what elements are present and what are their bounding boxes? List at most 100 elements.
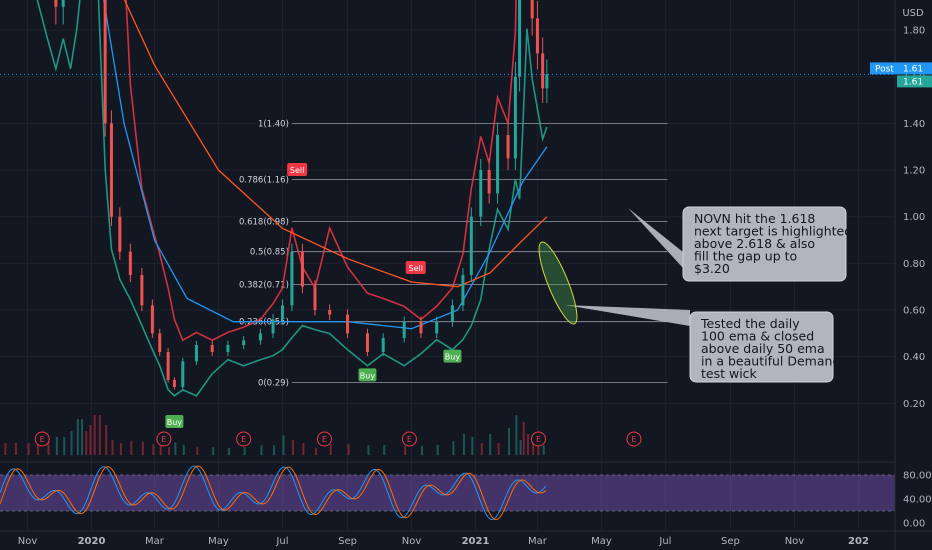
volume-bar	[291, 440, 294, 455]
volume-bar	[85, 431, 88, 455]
price-tick-17: 0.20	[903, 399, 925, 410]
supertrend-lower	[36, 0, 548, 397]
signal-badge-3	[165, 415, 184, 429]
candle-body	[280, 305, 284, 320]
volume-bar	[497, 443, 500, 455]
price-tick-13: 1.00	[903, 212, 925, 223]
price-tick-9: 1.80	[903, 26, 925, 37]
volume-bar	[471, 437, 474, 455]
price-tick-16: 0.40	[903, 352, 925, 363]
volume-bar	[282, 435, 285, 455]
annotation-line-0-2: above 2.618 & also	[694, 236, 815, 251]
fib-label-2: 1(1.40)	[258, 119, 289, 129]
time-tick-4: Jul	[275, 536, 288, 547]
candle-body	[461, 275, 465, 306]
time-tick-3: May	[208, 536, 229, 547]
earnings-icon-3	[316, 431, 332, 447]
volume-bar	[436, 444, 439, 455]
volume-bar	[55, 437, 58, 455]
signal-label-5: Buy	[360, 371, 376, 380]
candle-body	[300, 251, 304, 287]
candle-body	[469, 216, 473, 276]
time-tick-0: Nov	[18, 536, 38, 547]
annotation-line-0-4: $3.20	[694, 261, 730, 276]
demand-wick-highlight	[538, 241, 578, 325]
candle-body	[506, 135, 510, 159]
stoch-rsi-pane	[0, 461, 895, 521]
volume-bar	[532, 440, 535, 455]
signal-label-4: Sell	[290, 166, 304, 175]
fib-label-8: 0(0.29)	[258, 378, 289, 388]
candle-body	[545, 74, 549, 89]
annotation-box-0	[682, 206, 847, 282]
volume-bar	[168, 447, 171, 455]
ema-fast	[103, 0, 548, 330]
candle-body	[346, 314, 350, 334]
volume-bar	[81, 419, 84, 455]
volume-bar	[227, 447, 230, 455]
supertrend	[36, 0, 548, 397]
volume-bar	[141, 441, 144, 455]
candle-body	[61, 0, 65, 7]
volume-bar	[508, 428, 511, 455]
volume-bar	[302, 443, 305, 455]
osc-tick-1: 40.00	[903, 495, 932, 506]
time-tick-7: 2021	[462, 536, 490, 547]
fib-label-6: 0.382(0.71)	[239, 280, 289, 290]
price-tick-11: 1.40	[903, 119, 925, 130]
annotation-pointer-1	[565, 305, 690, 326]
earnings-label-3: E	[322, 435, 327, 444]
volume-bar	[420, 446, 423, 455]
signal-badge-6	[405, 261, 426, 275]
volume-bar	[4, 443, 7, 455]
volume-bar	[63, 437, 66, 455]
candle-body	[290, 251, 294, 306]
volume-bars	[4, 415, 545, 455]
candle-body	[172, 380, 176, 388]
annotation-line-0-3: fill the gap up to	[694, 249, 797, 264]
annotation-line-1-0: Tested the daily	[700, 316, 800, 331]
signal-badge-5	[358, 368, 377, 382]
volume-bar	[404, 446, 407, 455]
price-tick-15: 0.60	[903, 306, 925, 317]
candle-body	[435, 321, 439, 334]
candle-body	[181, 361, 185, 388]
volume-bar	[182, 444, 185, 455]
time-axis[interactable]: Nov 2020 Mar May Jul Sep Nov 2021 Mar May Jul Sep No…	[0, 530, 932, 547]
volume-bar	[243, 447, 246, 455]
volume-bar	[89, 425, 92, 455]
candle-body	[194, 345, 198, 362]
annotation-pointer-0	[628, 208, 683, 268]
earnings-icon-6	[626, 431, 642, 447]
candle-body	[128, 251, 132, 276]
volume-bar	[212, 447, 215, 455]
time-tick-2: Mar	[145, 536, 165, 547]
fib-label-5: 0.5(0.85)	[250, 248, 289, 258]
price-tick-14: 0.80	[903, 259, 925, 270]
candle-body	[535, 18, 539, 54]
earnings-icon-0	[34, 431, 50, 447]
signals: SellBuySellBuySellBuySellBuySell	[165, 163, 462, 429]
volume-bar	[47, 440, 50, 455]
candle-body	[210, 345, 214, 353]
annotation-line-0-0: NOVN hit the 1.618	[694, 211, 815, 226]
volume-bar	[36, 437, 39, 455]
volume-bar	[519, 440, 522, 455]
volume-bar	[159, 441, 162, 455]
earnings-label-6: E	[631, 435, 636, 444]
volume-bar	[98, 415, 101, 455]
candle-body	[109, 123, 113, 217]
price-tag-label-0: Post	[875, 64, 894, 74]
fib-label-4: 0.618(0.98)	[239, 217, 289, 227]
volume-bar	[537, 440, 540, 455]
earnings-label-2: E	[241, 435, 246, 444]
volume-bar	[105, 425, 108, 455]
volume-bar	[329, 444, 332, 455]
volume-bar	[152, 444, 155, 455]
signal-label-7: Buy	[445, 353, 461, 362]
volume-bar	[260, 445, 263, 455]
earnings-label-5: E	[536, 435, 541, 444]
